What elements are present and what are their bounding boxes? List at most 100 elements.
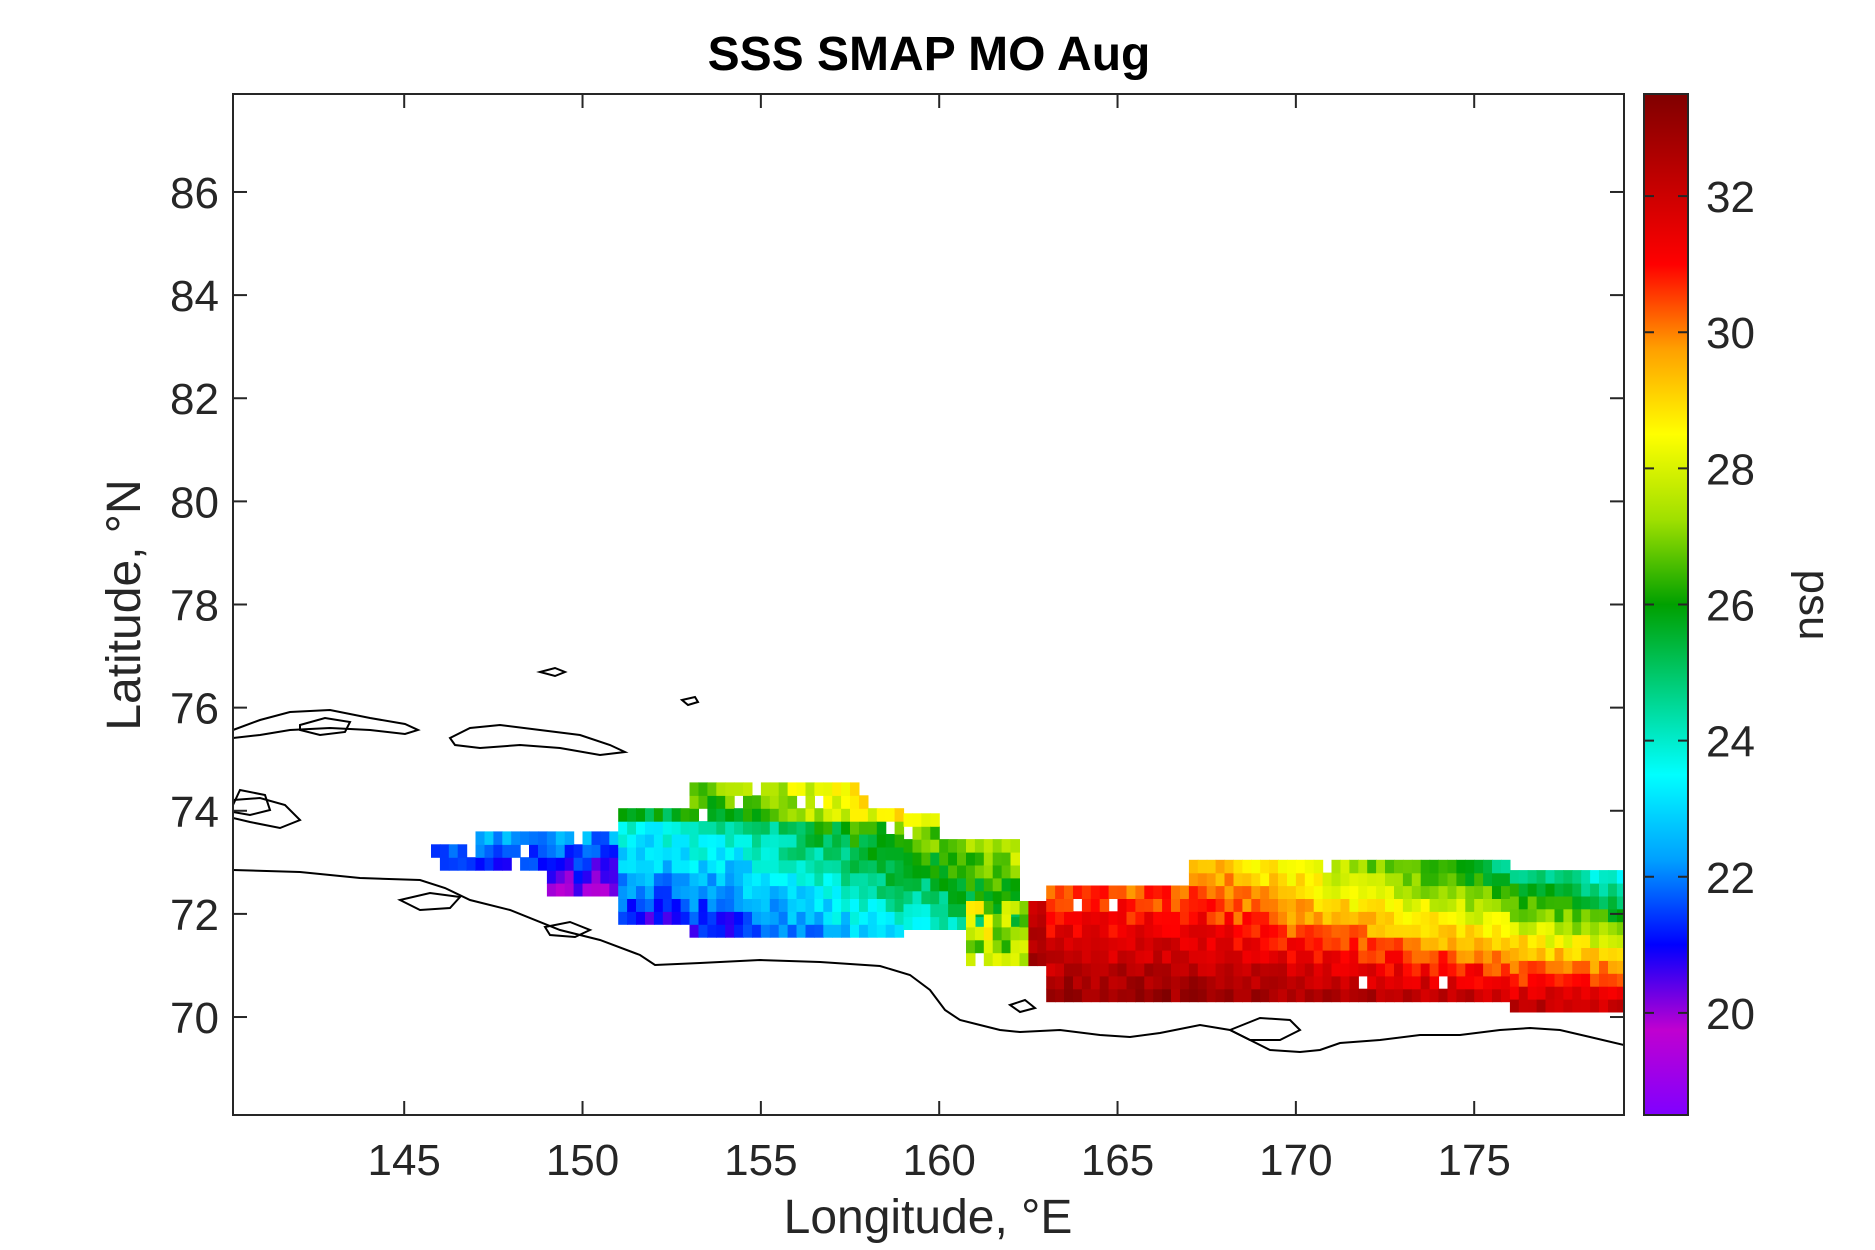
sss-cell bbox=[653, 885, 664, 899]
sss-cell bbox=[698, 885, 708, 899]
sss-cell bbox=[974, 877, 985, 892]
sss-cell bbox=[1304, 950, 1315, 964]
sss-cell bbox=[653, 846, 664, 861]
sss-cell bbox=[769, 872, 780, 887]
y-tick-labels: 70 72 74 76 78 80 82 84 86 bbox=[170, 169, 219, 1043]
sss-cell bbox=[1313, 975, 1324, 990]
sss-cell bbox=[582, 870, 592, 884]
sss-cell bbox=[600, 870, 610, 884]
sss-cell bbox=[787, 924, 798, 938]
sss-cell bbox=[805, 911, 815, 925]
sss-cell bbox=[1144, 937, 1154, 951]
sss-cell bbox=[1304, 911, 1315, 925]
sss-cell bbox=[725, 924, 735, 938]
sss-cell bbox=[1590, 934, 1600, 948]
sss-cell bbox=[600, 844, 610, 858]
y-tick-label: 82 bbox=[170, 375, 219, 424]
sss-cell bbox=[796, 808, 806, 822]
sss-cell bbox=[1420, 898, 1431, 912]
sss-cell bbox=[1188, 975, 1199, 990]
sss-cell bbox=[912, 839, 922, 853]
sss-cell bbox=[796, 885, 806, 899]
sss-cell bbox=[1349, 975, 1359, 990]
sss-cell bbox=[1581, 947, 1591, 961]
sss-cell bbox=[1144, 911, 1154, 925]
sss-cell bbox=[876, 898, 887, 912]
sss-cell bbox=[1224, 924, 1234, 938]
sss-cell bbox=[1608, 921, 1618, 936]
sss-cell bbox=[1492, 911, 1502, 925]
sss-cell bbox=[966, 852, 976, 866]
coastline-mainland bbox=[233, 869, 1624, 1054]
sss-cell bbox=[1554, 973, 1564, 987]
sss-cell bbox=[1251, 911, 1261, 925]
sss-cell bbox=[698, 834, 708, 848]
sss-cell bbox=[1367, 885, 1377, 899]
sss-cell bbox=[1358, 937, 1368, 951]
sss-cell bbox=[1509, 895, 1520, 910]
sss-cell bbox=[1322, 937, 1333, 951]
sss-cell bbox=[1385, 898, 1395, 912]
sss-cell bbox=[538, 831, 548, 845]
sss-cell bbox=[1251, 937, 1261, 951]
sss-cell bbox=[1358, 924, 1368, 938]
sss-cell bbox=[1046, 962, 1056, 977]
sss-cell bbox=[707, 885, 717, 899]
sss-cell bbox=[698, 782, 708, 796]
sss-cell bbox=[1224, 975, 1234, 990]
sss-cell bbox=[725, 821, 735, 835]
sss-cell bbox=[1081, 885, 1092, 899]
sss-cell bbox=[850, 885, 860, 899]
sss-cell bbox=[778, 885, 789, 899]
sss-cell bbox=[1483, 950, 1493, 964]
sss-cell bbox=[689, 782, 699, 796]
sss-cell bbox=[653, 898, 664, 912]
sss-cell bbox=[573, 844, 584, 858]
sss-cell bbox=[983, 939, 994, 954]
sss-cell bbox=[1269, 872, 1279, 887]
sss-cell bbox=[1572, 934, 1582, 948]
sss-cell bbox=[930, 903, 940, 918]
sss-cell bbox=[511, 844, 521, 858]
sss-cell bbox=[885, 808, 896, 822]
sss-cell bbox=[1456, 898, 1466, 912]
sss-cell bbox=[1527, 895, 1538, 910]
sss-cell bbox=[1554, 870, 1564, 884]
colorbar: 20 22 24 26 28 30 32 psu bbox=[1643, 93, 1839, 1116]
sss-cell bbox=[1162, 988, 1172, 1003]
sss-cell bbox=[992, 913, 1003, 928]
sss-cell bbox=[1171, 975, 1181, 990]
sss-cell bbox=[1037, 952, 1047, 967]
sss-cell bbox=[796, 859, 806, 874]
sss-cell bbox=[618, 821, 628, 835]
sss-cell bbox=[957, 877, 967, 892]
sss-cell bbox=[671, 911, 682, 925]
sss-cell bbox=[1073, 962, 1083, 977]
sss-cell bbox=[1518, 921, 1529, 936]
sss-cell bbox=[1099, 898, 1110, 912]
sss-cell bbox=[903, 839, 913, 853]
sss-cell bbox=[1001, 839, 1012, 853]
sss-cell bbox=[1402, 924, 1413, 938]
sss-cell bbox=[787, 834, 798, 848]
sss-cell bbox=[1616, 870, 1624, 884]
sss-cell bbox=[1108, 885, 1119, 899]
sss-cell bbox=[1180, 911, 1190, 925]
sss-cell bbox=[930, 852, 940, 866]
sss-cell bbox=[1474, 885, 1484, 899]
sss-cell bbox=[841, 834, 851, 848]
sss-cell bbox=[743, 846, 753, 861]
sss-cell bbox=[1340, 937, 1350, 951]
sss-cell bbox=[778, 872, 789, 887]
sss-cell bbox=[894, 885, 905, 899]
sss-cell bbox=[939, 877, 949, 892]
sss-cell bbox=[787, 872, 798, 887]
sss-cell bbox=[1420, 859, 1431, 874]
sss-cell bbox=[850, 872, 860, 887]
sss-cell bbox=[1073, 937, 1083, 951]
sss-cell bbox=[948, 890, 958, 905]
sss-cell bbox=[627, 821, 637, 835]
sss-cell bbox=[1536, 960, 1547, 974]
sss-cell bbox=[1572, 883, 1582, 897]
sss-cell bbox=[787, 795, 798, 809]
